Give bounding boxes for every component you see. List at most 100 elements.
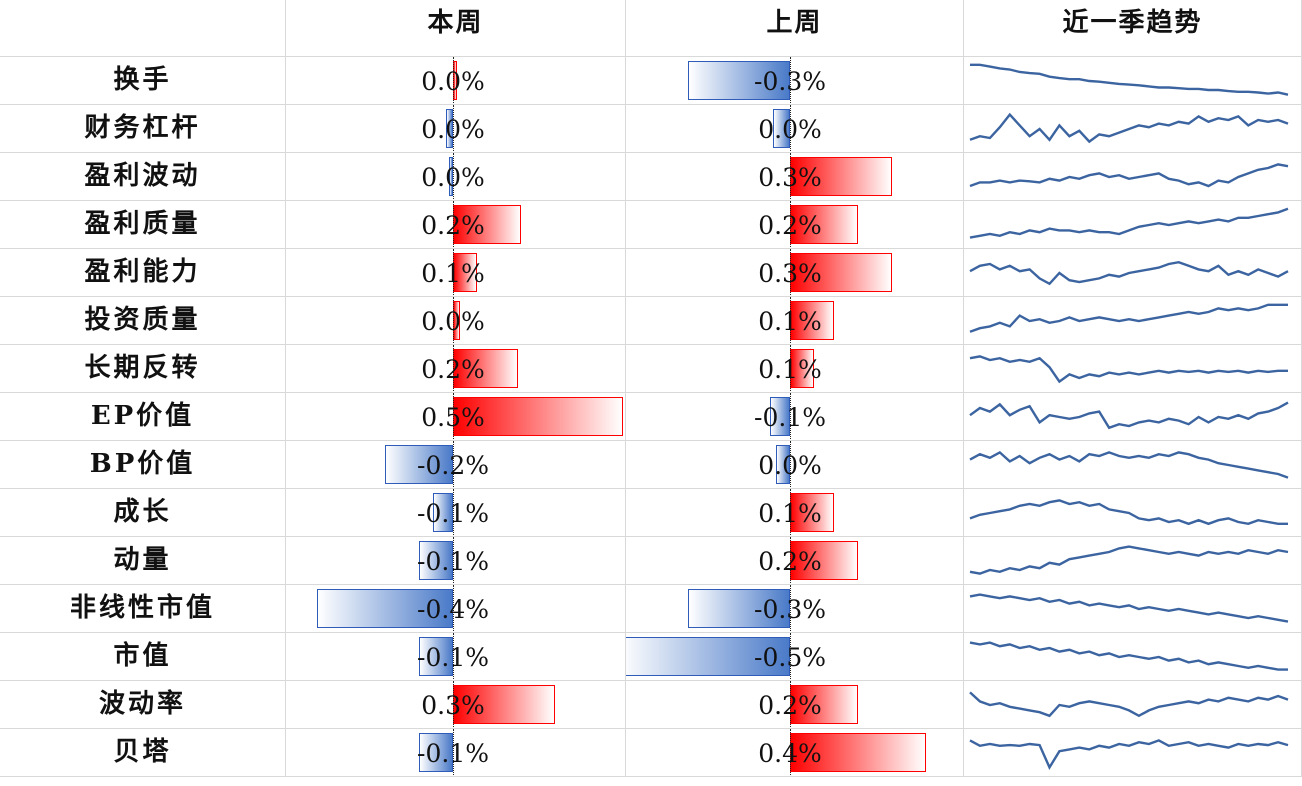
trend-line <box>969 739 1289 770</box>
last-week-cell: 0.2% <box>626 681 964 729</box>
last-week-value: -0.3% <box>754 67 826 96</box>
zero-axis-line <box>453 201 454 248</box>
trend-cell <box>964 249 1302 297</box>
trend-cell <box>964 441 1302 489</box>
trend-line <box>969 260 1289 286</box>
trend-sparkline <box>969 303 1288 333</box>
trend-line <box>969 691 1289 718</box>
last-week-bar <box>769 397 790 436</box>
factor-name: EP价值 <box>0 393 286 441</box>
trend-line <box>970 63 1289 96</box>
last-week-value: 0.2% <box>758 211 822 240</box>
last-week-bar <box>688 61 790 100</box>
zero-axis-line <box>453 489 454 536</box>
trend-sparkline <box>969 401 1289 430</box>
zero-axis-line <box>790 201 791 248</box>
zero-axis-line <box>790 489 791 536</box>
last-week-value: 0.2% <box>758 691 822 720</box>
this-week-cell: -0.2% <box>286 441 626 489</box>
trend-sparkline <box>969 739 1289 770</box>
last-week-bar <box>776 445 790 484</box>
trend-sparkline <box>970 63 1289 96</box>
last-week-cell: 0.2% <box>626 537 964 585</box>
this-week-bar <box>449 157 453 196</box>
last-week-bar <box>688 589 790 628</box>
this-week-bar <box>419 733 453 772</box>
this-week-value: 0.0% <box>421 67 485 96</box>
last-week-bar <box>790 205 858 244</box>
factor-name: 非线性市值 <box>0 585 286 633</box>
factor-name: 盈利波动 <box>0 153 286 201</box>
zero-axis-line <box>453 633 454 680</box>
last-week-value: 0.1% <box>758 307 822 336</box>
trend-sparkline <box>969 207 1289 239</box>
last-week-cell: 0.1% <box>626 489 964 537</box>
factor-name: 长期反转 <box>0 345 286 393</box>
this-week-cell: 0.3% <box>286 681 626 729</box>
factor-name: 成长 <box>0 489 286 537</box>
zero-axis-line <box>453 153 454 200</box>
zero-axis-line <box>453 105 454 152</box>
trend-line <box>969 355 1288 384</box>
last-week-value: -0.3% <box>754 595 826 624</box>
this-week-cell: 0.0% <box>286 153 626 201</box>
trend-cell <box>964 489 1302 537</box>
trend-line <box>969 499 1288 526</box>
factor-name: 换手 <box>0 57 286 105</box>
trend-sparkline <box>969 691 1289 718</box>
zero-axis-line <box>790 537 791 584</box>
trend-cell <box>964 729 1302 777</box>
last-week-cell: -0.3% <box>626 57 964 105</box>
this-week-value: 0.0% <box>421 163 485 192</box>
last-week-bar <box>790 733 926 772</box>
this-week-value: 0.1% <box>421 259 485 288</box>
last-week-cell: 0.1% <box>626 297 964 345</box>
trend-cell <box>964 345 1302 393</box>
trend-line <box>969 303 1288 333</box>
trend-cell <box>964 633 1302 681</box>
last-week-cell: 0.4% <box>626 729 964 777</box>
this-week-cell: 0.0% <box>286 297 626 345</box>
this-week-cell: 0.5% <box>286 393 626 441</box>
this-week-cell: -0.1% <box>286 537 626 585</box>
trend-cell <box>964 393 1302 441</box>
this-week-bar <box>419 637 453 676</box>
last-week-value: 0.4% <box>758 739 822 768</box>
this-week-cell: 0.2% <box>286 345 626 393</box>
zero-axis-line <box>453 729 454 776</box>
last-week-value: 0.3% <box>758 163 822 192</box>
factor-name: 盈利能力 <box>0 249 286 297</box>
trend-cell <box>964 57 1302 105</box>
trend-sparkline <box>969 355 1288 384</box>
this-week-bar <box>453 685 555 724</box>
trend-line <box>969 593 1289 623</box>
header-this-week: 本周 <box>286 0 626 57</box>
trend-sparkline <box>969 499 1288 526</box>
last-week-value: 0.2% <box>758 547 822 576</box>
this-week-bar <box>385 445 453 484</box>
zero-axis-line <box>453 249 454 296</box>
trend-sparkline <box>969 545 1289 575</box>
last-week-value: 0.0% <box>758 451 822 480</box>
last-week-cell: -0.1% <box>626 393 964 441</box>
factor-name: 动量 <box>0 537 286 585</box>
last-week-value: 0.1% <box>758 499 822 528</box>
zero-axis-line <box>453 57 454 104</box>
zero-axis-line <box>453 537 454 584</box>
factor-name: 波动率 <box>0 681 286 729</box>
this-week-value: 0.5% <box>421 403 485 432</box>
this-week-bar <box>453 397 623 436</box>
trend-cell <box>964 585 1302 633</box>
this-week-bar <box>446 109 453 148</box>
this-week-cell: 0.0% <box>286 105 626 153</box>
this-week-cell: 0.2% <box>286 201 626 249</box>
zero-axis-line <box>453 393 454 440</box>
factor-name: 投资质量 <box>0 297 286 345</box>
zero-axis-line <box>790 57 791 104</box>
trend-line <box>969 641 1288 671</box>
this-week-value: 0.0% <box>421 115 485 144</box>
last-week-bar <box>790 253 892 292</box>
zero-axis-line <box>790 105 791 152</box>
zero-axis-line <box>453 345 454 392</box>
